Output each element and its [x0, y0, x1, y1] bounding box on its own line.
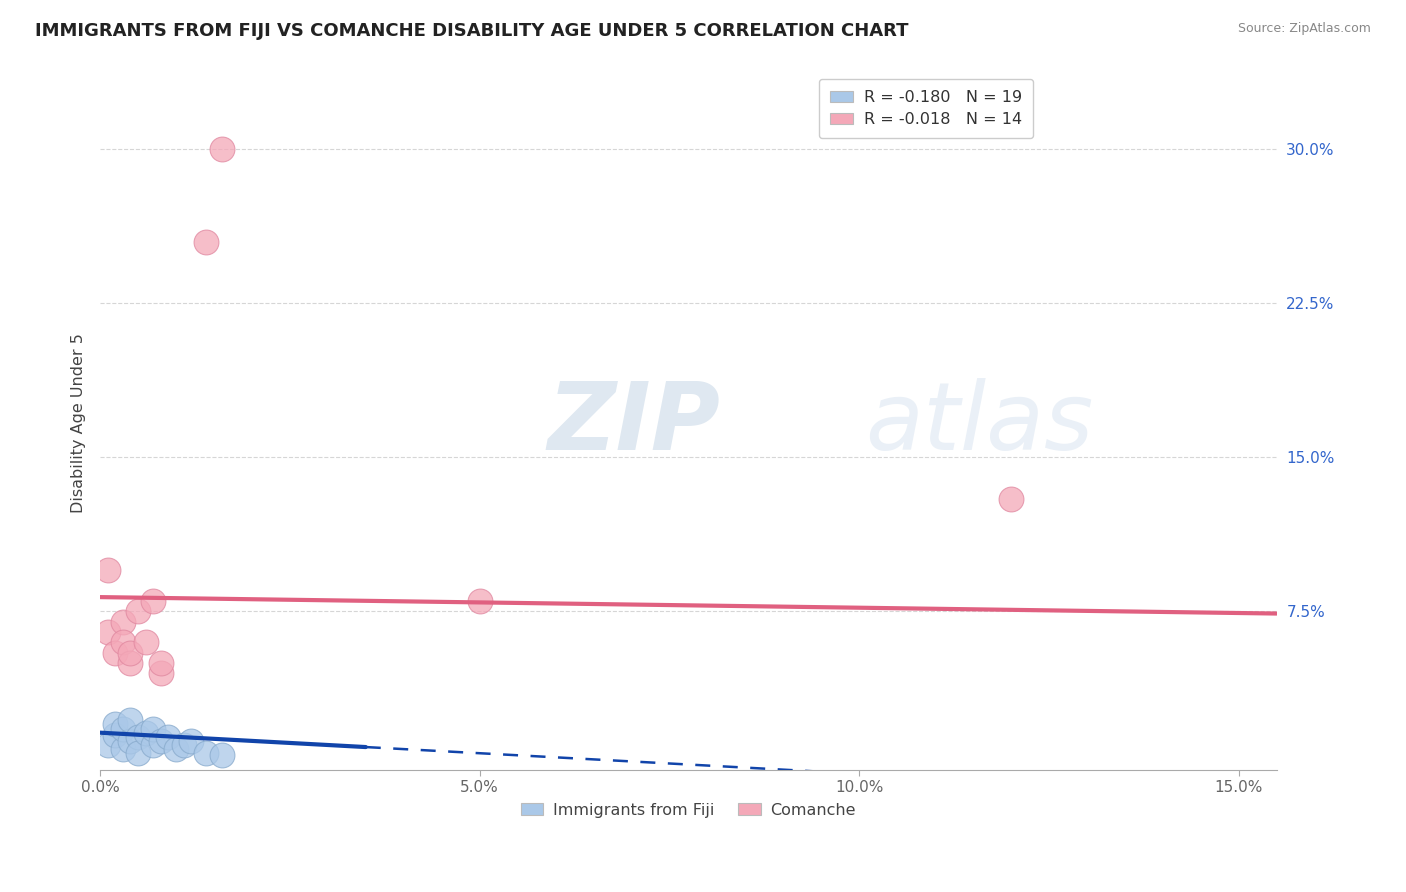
- Point: [135, 635, 157, 649]
- Legend: Immigrants from Fiji, Comanche: Immigrants from Fiji, Comanche: [515, 797, 862, 824]
- Point: [127, 605, 149, 619]
- Point: [97, 738, 120, 752]
- Point: [142, 594, 165, 608]
- Text: IMMIGRANTS FROM FIJI VS COMANCHE DISABILITY AGE UNDER 5 CORRELATION CHART: IMMIGRANTS FROM FIJI VS COMANCHE DISABIL…: [35, 22, 908, 40]
- Point: [111, 635, 134, 649]
- Point: [120, 714, 142, 728]
- Point: [149, 734, 172, 748]
- Text: atlas: atlas: [865, 378, 1092, 469]
- Point: [211, 142, 233, 156]
- Point: [1000, 491, 1022, 506]
- Point: [97, 563, 120, 577]
- Point: [180, 734, 202, 748]
- Text: Source: ZipAtlas.com: Source: ZipAtlas.com: [1237, 22, 1371, 36]
- Point: [111, 742, 134, 756]
- Point: [195, 235, 218, 249]
- Point: [127, 730, 149, 744]
- Point: [142, 722, 165, 736]
- Text: ZIP: ZIP: [547, 377, 720, 469]
- Point: [149, 656, 172, 670]
- Point: [135, 725, 157, 739]
- Point: [173, 738, 195, 752]
- Point: [97, 625, 120, 640]
- Point: [211, 748, 233, 763]
- Point: [120, 646, 142, 660]
- Point: [149, 666, 172, 681]
- Point: [111, 615, 134, 629]
- Point: [120, 734, 142, 748]
- Point: [104, 728, 127, 742]
- Point: [111, 722, 134, 736]
- Point: [104, 646, 127, 660]
- Point: [468, 594, 491, 608]
- Point: [104, 717, 127, 731]
- Point: [127, 746, 149, 760]
- Point: [195, 746, 218, 760]
- Y-axis label: Disability Age Under 5: Disability Age Under 5: [72, 334, 86, 514]
- Point: [120, 656, 142, 670]
- Point: [142, 738, 165, 752]
- Point: [157, 730, 180, 744]
- Point: [165, 742, 187, 756]
